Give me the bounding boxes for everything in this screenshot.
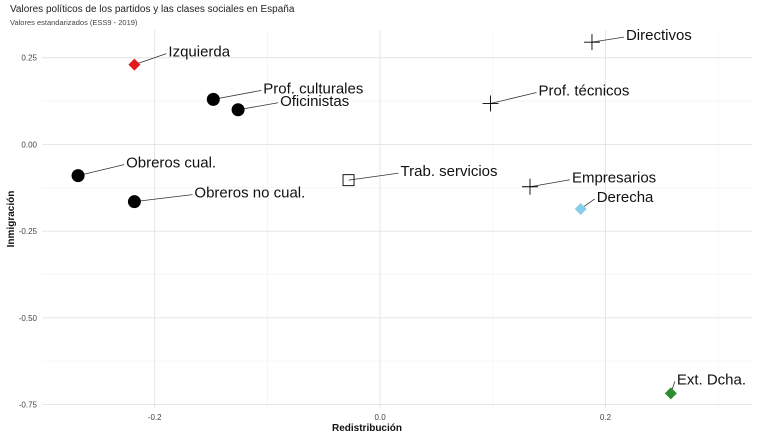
label-leader-line: [134, 53, 167, 66]
point-marker: [342, 174, 355, 187]
x-tick-label: -0.2: [148, 413, 162, 422]
point-label: Trab. servicios: [401, 163, 498, 180]
point-marker: [206, 92, 220, 106]
label-leader-line: [591, 36, 625, 43]
point-marker: [521, 178, 538, 195]
label-leader-line: [348, 172, 399, 181]
point-label: Prof. culturales: [263, 80, 363, 97]
y-tick-label: 0.00: [21, 140, 37, 149]
label-leader-line: [490, 92, 537, 104]
point-label: Derecha: [597, 189, 654, 206]
point-marker: [128, 58, 141, 71]
label-leader-line: [238, 102, 279, 111]
x-axis-title: Redistribución: [332, 423, 402, 434]
point-label: Oficinistas: [280, 93, 349, 110]
point-label: Obreros cual.: [126, 155, 216, 172]
label-leader-line: [529, 179, 571, 188]
point-label: Izquierda: [168, 44, 230, 61]
point-label: Prof. técnicos: [539, 83, 630, 100]
point-label: Ext. Dcha.: [677, 371, 746, 388]
point-marker: [231, 103, 245, 117]
y-tick-label: -0.50: [19, 314, 38, 323]
point-label: Directivos: [626, 27, 692, 44]
point-marker: [664, 387, 677, 400]
point-label: Obreros no cual.: [194, 185, 305, 202]
x-tick-label: 0.0: [375, 413, 387, 422]
label-leader-line: [134, 194, 193, 203]
point-marker: [127, 195, 141, 209]
point-marker: [71, 169, 85, 183]
y-tick-label: -0.75: [19, 401, 38, 410]
y-tick-label: -0.25: [19, 227, 38, 236]
x-tick-label: 0.2: [600, 413, 612, 422]
chart-title: Valores políticos de los partidos y las …: [10, 4, 295, 15]
label-leader-line: [213, 89, 262, 100]
point-marker: [574, 202, 587, 215]
label-leader-line: [77, 164, 125, 177]
point-marker: [583, 34, 600, 51]
chart-subtitle: Valores estandarizados (ESS9 - 2019): [10, 18, 138, 27]
point-marker: [482, 95, 499, 112]
point-label: Empresarios: [572, 170, 656, 187]
y-tick-label: 0.25: [21, 54, 37, 63]
y-axis-title: Inmigración: [6, 191, 17, 248]
